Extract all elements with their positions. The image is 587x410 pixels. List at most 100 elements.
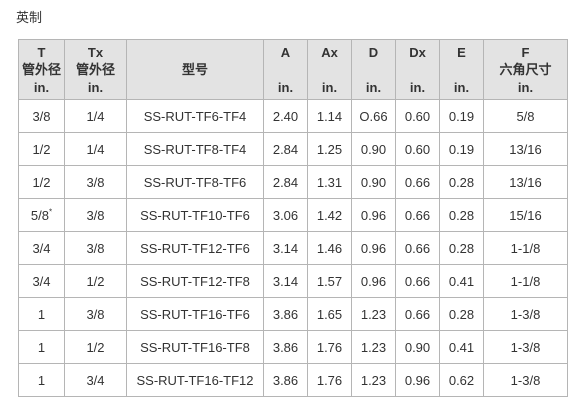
table-row: 1 1/2 SS-RUT-TF16-TF8 3.86 1.76 1.23 0.90 0.41 1…: [18, 330, 568, 364]
cell-model: SS-RUT-TF10-TF6: [126, 198, 264, 232]
cell-value: 1-1/8: [510, 273, 541, 289]
column-header-tx: Tx 管外径 in.: [64, 39, 127, 100]
cell-e: 0.28: [439, 231, 484, 265]
cell-ax: 1.31: [307, 165, 352, 199]
cell-model: SS-RUT-TF6-TF4: [126, 99, 264, 133]
cell-model: SS-RUT-TF16-TF8: [126, 330, 264, 364]
cell-t: 3/8: [18, 99, 65, 133]
cell-a: 3.86: [263, 363, 308, 397]
cell-model: SS-RUT-TF12-TF6: [126, 231, 264, 265]
cell-d: 1.23: [351, 363, 396, 397]
table-row: 3/4 3/8 SS-RUT-TF12-TF6 3.14 1.46 0.96 0.66 0.2…: [18, 231, 568, 265]
cell-value: 1.46: [316, 240, 343, 256]
cell-value: SS-RUT-TF16-TF12: [136, 372, 254, 388]
column-header-line: 型号: [181, 62, 208, 77]
cell-value: 3/8: [86, 240, 105, 256]
cell-value: 0.19: [448, 108, 475, 124]
table-row: 5/8* 3/8 SS-RUT-TF10-TF6 3.06 1.42 0.96 0.66 0.…: [18, 198, 568, 232]
cell-value: 1: [37, 339, 46, 355]
cell-value: 3/8: [32, 108, 51, 124]
cell-dx: 0.66: [395, 297, 440, 331]
column-header-line: Tx: [87, 44, 104, 60]
cell-value: 3/8: [86, 207, 105, 223]
cell-value: 2.84: [272, 141, 299, 157]
cell-value: 0.28: [448, 174, 475, 190]
table-row: 3/8 1/4 SS-RUT-TF6-TF4 2.40 1.14 O.66 0.60 0.19…: [18, 99, 568, 133]
cell-value: 1-3/8: [510, 339, 541, 355]
cell-tx: 1/2: [64, 264, 127, 298]
cell-a: 3.14: [263, 231, 308, 265]
cell-tx: 3/8: [64, 165, 127, 199]
cell-model: SS-RUT-TF16-TF12: [126, 363, 264, 397]
table-row: 1 3/4 SS-RUT-TF16-TF12 3.86 1.76 1.23 0.96 0.62…: [18, 363, 568, 397]
cell-value: 1.76: [316, 339, 343, 355]
cell-ax: 1.25: [307, 132, 352, 166]
cell-tx: 3/8: [64, 231, 127, 265]
cell-value: 2.84: [272, 174, 299, 190]
column-header-line: T: [37, 44, 46, 60]
cell-e: 0.19: [439, 99, 484, 133]
cell-value: 1/4: [86, 108, 105, 124]
cell-dx: 0.66: [395, 198, 440, 232]
cell-value: 1.23: [360, 306, 387, 322]
cell-f: 1-3/8: [483, 297, 568, 331]
cell-t: 1: [18, 330, 65, 364]
column-header-line: Dx: [409, 44, 426, 60]
cell-d: 0.96: [351, 264, 396, 298]
cell-a: 3.86: [263, 330, 308, 364]
cell-tx: 3/8: [64, 297, 127, 331]
column-header-line: in.: [365, 79, 382, 95]
cell-value: 0.66: [404, 240, 431, 256]
cell-a: 3.86: [263, 297, 308, 331]
column-header-line: F: [521, 44, 530, 60]
cell-t: 1/2: [18, 132, 65, 166]
cell-value: 0.60: [404, 108, 431, 124]
cell-value: 3/8: [86, 174, 105, 190]
column-header-line: E: [457, 44, 466, 60]
cell-value: SS-RUT-TF8-TF6: [143, 174, 247, 190]
cell-value: 1.42: [316, 207, 343, 223]
cell-t: 3/4: [18, 231, 65, 265]
footnote-marker: *: [48, 207, 53, 217]
cell-dx: 0.66: [395, 231, 440, 265]
column-header-line: A: [280, 44, 291, 60]
column-header-dx: Dx in.: [395, 39, 440, 100]
cell-value: 1.23: [360, 372, 387, 388]
cell-d: O.66: [351, 99, 396, 133]
cell-ax: 1.65: [307, 297, 352, 331]
column-header-ax: Ax in.: [307, 39, 352, 100]
cell-value: 0.90: [360, 141, 387, 157]
cell-value: 1.76: [316, 372, 343, 388]
cell-t: 5/8*: [18, 198, 65, 232]
cell-a: 3.14: [263, 264, 308, 298]
cell-model: SS-RUT-TF8-TF4: [126, 132, 264, 166]
table-row: 1/2 1/4 SS-RUT-TF8-TF4 2.84 1.25 0.90 0.60 0.19…: [18, 132, 568, 166]
cell-ax: 1.76: [307, 330, 352, 364]
column-header-line: in.: [517, 79, 534, 95]
column-header-line: 管外径: [21, 62, 61, 77]
column-header-line: in.: [453, 79, 470, 95]
cell-value: 3/4: [86, 372, 105, 388]
column-header-line: in.: [33, 79, 50, 95]
cell-value: 0.41: [448, 273, 475, 289]
cell-value: SS-RUT-TF12-TF6: [140, 240, 250, 256]
cell-d: 1.23: [351, 297, 396, 331]
cell-value: 1.14: [316, 108, 343, 124]
cell-f: 1-3/8: [483, 363, 568, 397]
cell-value: 3.86: [272, 306, 299, 322]
cell-value: 1.65: [316, 306, 343, 322]
cell-a: 3.06: [263, 198, 308, 232]
cell-d: 0.96: [351, 198, 396, 232]
cell-t: 1: [18, 297, 65, 331]
cell-tx: 3/4: [64, 363, 127, 397]
cell-ax: 1.46: [307, 231, 352, 265]
cell-value: 0.96: [404, 372, 431, 388]
cell-value: SS-RUT-TF6-TF4: [143, 108, 247, 124]
cell-value: 1-3/8: [510, 372, 541, 388]
section-caption: 英制: [16, 10, 43, 25]
